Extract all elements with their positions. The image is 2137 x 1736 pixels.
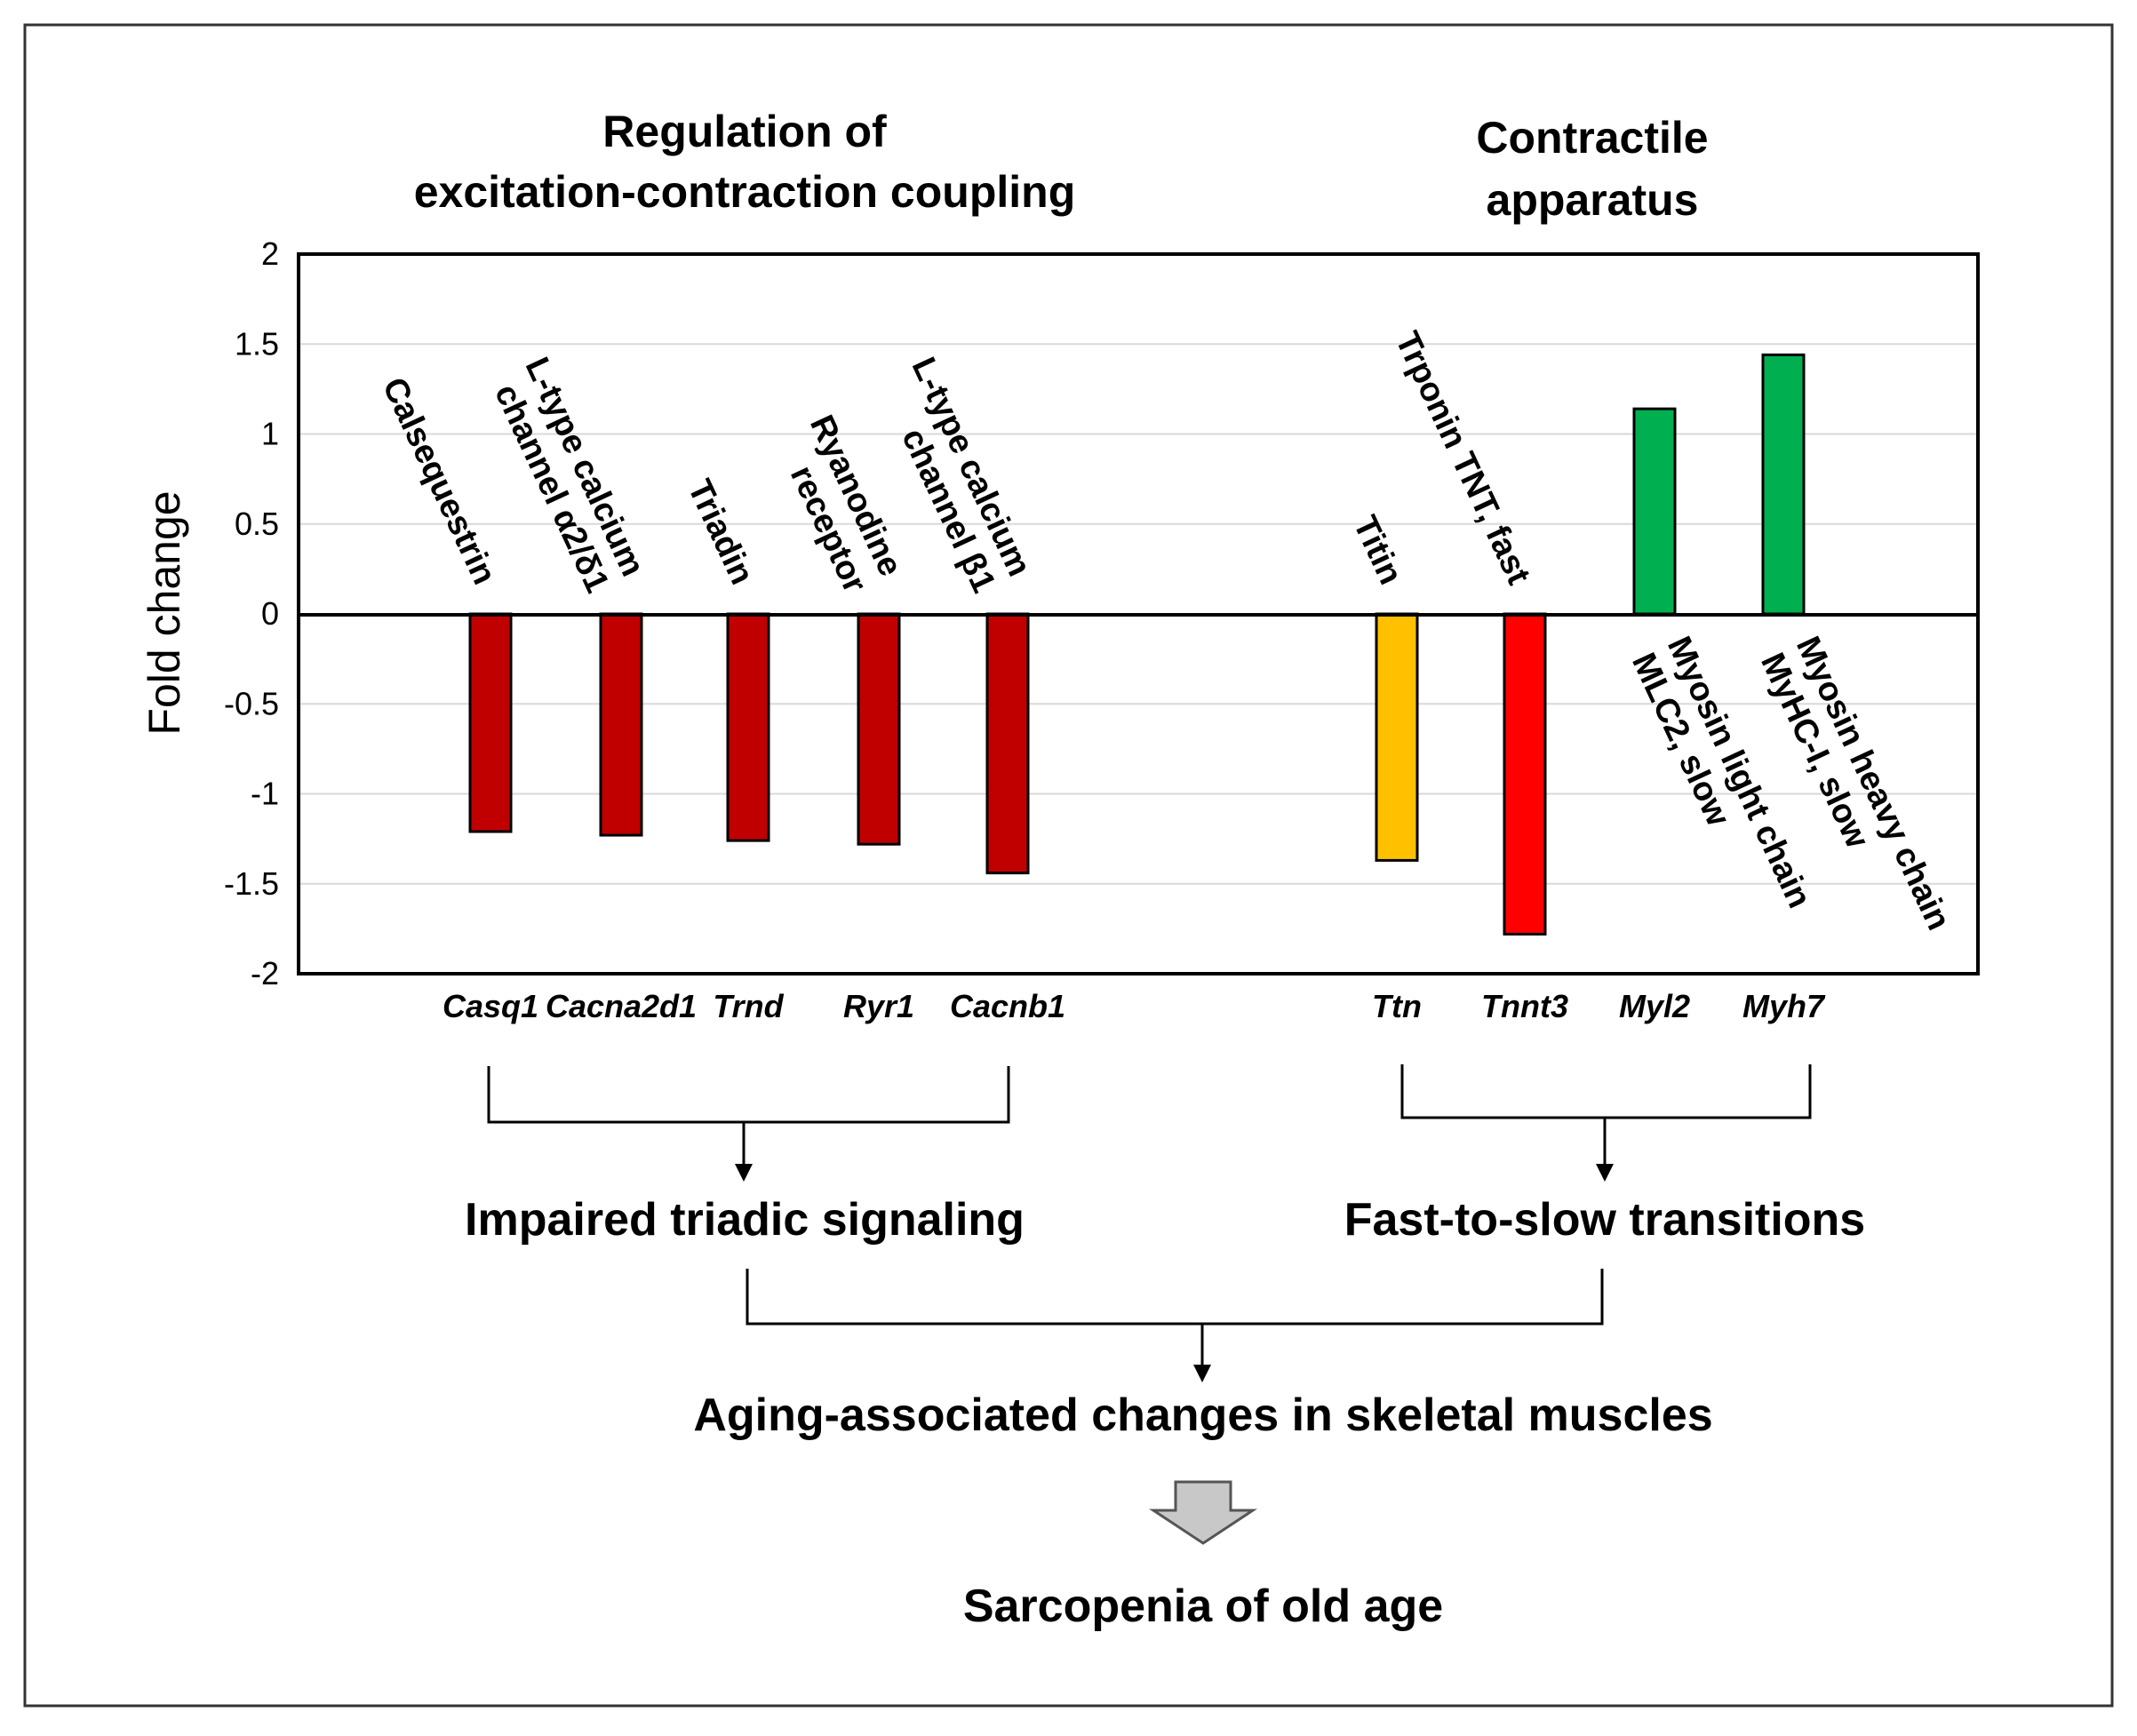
right-panel-title-line-1: Contractile xyxy=(1476,113,1708,163)
left-panel-title-line-1: Regulation of xyxy=(602,107,887,156)
y-tick-label: -2 xyxy=(251,955,279,991)
bar-myh7 xyxy=(1761,353,1806,616)
bar-ryr1 xyxy=(857,612,901,846)
left-bracket xyxy=(487,1066,1010,1124)
y-tick-label: 1 xyxy=(261,416,279,452)
bar-ttn xyxy=(1375,612,1419,862)
left-bracket-arrow-head xyxy=(735,1164,753,1182)
gene-labels: Casq1 Cacna2d1 Trnd Ryr1 Cacnb1 Ttn Tnnt3 Myl2 M… xyxy=(443,988,1826,1024)
left-panel-title-line-2: excitation-contraction coupling xyxy=(414,167,1075,217)
gene-label: Ttn xyxy=(1372,988,1422,1024)
y-tick-label: -1.5 xyxy=(224,865,279,902)
y-axis-ticks: 2 1.5 1 0.5 0 -0.5 -1 -1.5 -2 xyxy=(224,235,279,991)
gene-label: Myl2 xyxy=(1619,988,1690,1024)
plot-area xyxy=(297,252,1980,976)
combined-outcome: Aging-associated changes in skeletal mus… xyxy=(693,1390,1712,1441)
gene-label: Cacnb1 xyxy=(950,988,1065,1024)
y-axis-title: Fold change xyxy=(140,490,189,735)
down-block-arrow-icon xyxy=(1149,1480,1257,1545)
bar-cacna2d1 xyxy=(599,612,643,837)
combined-arrow-head xyxy=(1193,1365,1211,1382)
combined-bracket xyxy=(746,1269,1604,1326)
figure-frame xyxy=(23,23,2114,1708)
y-tick-label: 1.5 xyxy=(235,325,279,362)
right-bracket-arrow-head xyxy=(1596,1164,1614,1182)
gene-label: Casq1 xyxy=(443,988,538,1024)
gene-label: Trnd xyxy=(713,988,784,1024)
y-tick-label: 2 xyxy=(261,235,279,272)
bar-casq1 xyxy=(468,612,513,833)
bar-tnnt3 xyxy=(1503,612,1547,936)
y-tick-label: -0.5 xyxy=(224,685,279,721)
gene-label: Myh7 xyxy=(1742,988,1826,1024)
bar-myl2 xyxy=(1632,407,1677,616)
right-panel-title-line-2: apparatus xyxy=(1487,175,1699,225)
bar-cacnb1 xyxy=(985,612,1030,875)
y-tick-label: -1 xyxy=(251,776,279,812)
gene-label: Tnnt3 xyxy=(1481,988,1568,1024)
gridlines xyxy=(299,343,1978,885)
y-tick-label: 0 xyxy=(261,595,279,632)
left-outcome: Impaired triadic signaling xyxy=(465,1194,1025,1246)
gene-label: Cacna2d1 xyxy=(546,988,697,1024)
y-tick-label: 0.5 xyxy=(235,506,279,542)
bars xyxy=(468,353,1806,936)
conclusion-text: Sarcopenia of old age xyxy=(963,1581,1443,1632)
gene-label: Ryr1 xyxy=(843,988,914,1024)
right-outcome: Fast-to-slow transitions xyxy=(1344,1194,1865,1246)
bar-trnd xyxy=(726,612,770,842)
